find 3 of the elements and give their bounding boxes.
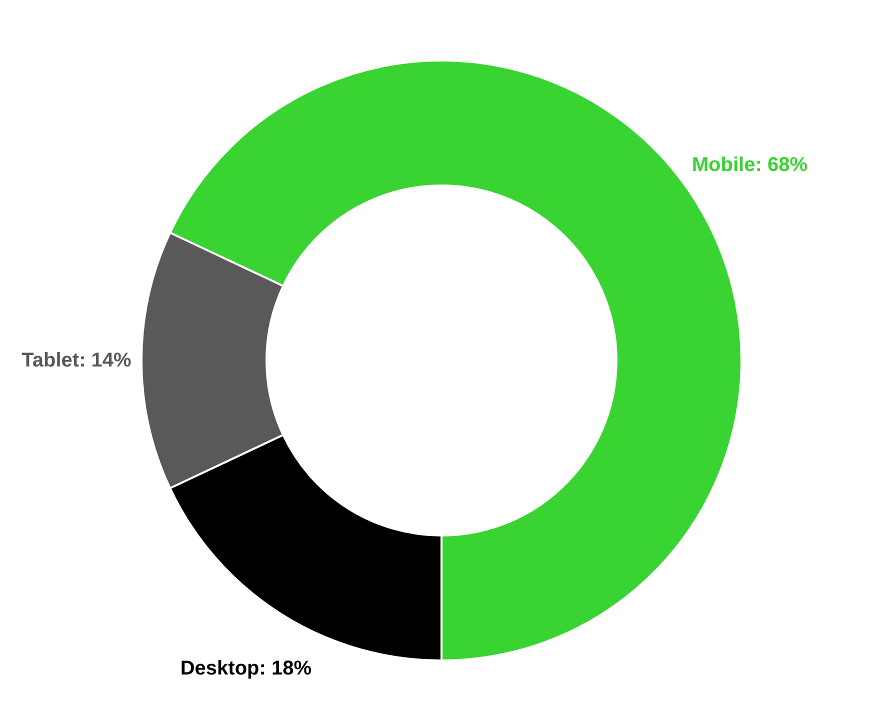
slice-label: Desktop: 18% — [180, 658, 312, 680]
slice-label: Tablet: 14% — [22, 350, 132, 372]
slice-label: Mobile: 68% — [692, 154, 808, 176]
